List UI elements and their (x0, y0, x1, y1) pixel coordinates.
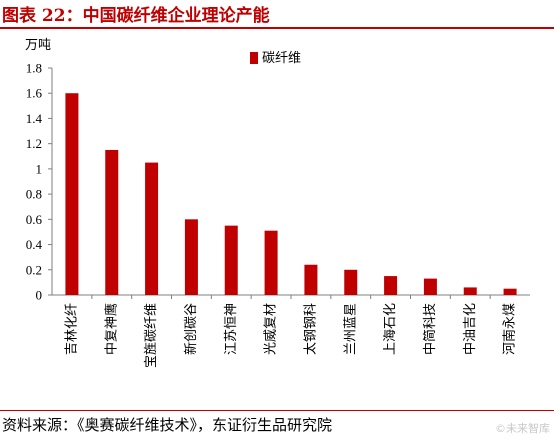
y-tick-label: 1.6 (26, 86, 43, 101)
y-tick-label: 0.8 (26, 187, 42, 202)
footer-divider (0, 410, 554, 411)
x-category-label: 新创碳谷 (183, 303, 199, 355)
bar-5 (224, 225, 238, 295)
bar-9 (384, 276, 398, 295)
x-category-label: 上海石化 (383, 303, 398, 355)
y-tick-label: 0.4 (26, 237, 43, 252)
bar-3 (145, 162, 159, 295)
bar-1 (65, 93, 79, 295)
legend-swatch (250, 52, 258, 64)
legend-label: 碳纤维 (262, 51, 301, 66)
y-tick-label: 0.6 (26, 212, 43, 227)
figure-header: 图表 22：中国碳纤维企业理论产能 (0, 0, 554, 29)
x-category-label: 兰州蓝星 (343, 303, 358, 355)
bar-4 (184, 219, 198, 295)
bar-chart: 万吨 0 0.2 0.4 0.6 0.8 1 1.2 1.4 1.6 1.8 吉林化纤 中复神鹰 宝旌碳纤… (25, 38, 530, 368)
source-note: 资料来源：《奥赛碳纤维技术》，东证衍生品研究院 (2, 416, 333, 434)
x-category-label: 河南永煤 (502, 303, 518, 355)
title-divider (0, 27, 554, 29)
y-tick-label: 1.4 (26, 111, 43, 126)
figure-title: 图表 22：中国碳纤维企业理论产能 (2, 6, 270, 26)
bar-6 (264, 230, 278, 295)
x-category-label: 吉林化纤 (64, 303, 79, 355)
x-category-label: 中油吉化 (463, 303, 478, 355)
x-category-label: 中简科技 (422, 303, 438, 355)
watermark: ©未来智库 (495, 422, 550, 435)
x-category-label: 宝旌碳纤维 (144, 303, 159, 368)
y-tick-label: 1.8 (26, 61, 42, 76)
x-category-label: 光威复材 (264, 303, 279, 355)
x-category-label: 江苏恒神 (223, 303, 239, 355)
bar-2 (105, 149, 119, 295)
bar-12 (503, 288, 517, 295)
bar-11 (463, 287, 477, 295)
bar-10 (423, 278, 437, 295)
bar-7 (304, 264, 318, 295)
y-tick-label: 1.2 (26, 136, 42, 151)
y-tick-label: 1 (36, 161, 43, 176)
y-tick-label: 0.2 (26, 262, 42, 277)
y-axis-unit-label: 万吨 (25, 38, 51, 53)
x-category-label: 中复神鹰 (103, 303, 119, 355)
x-category-label: 太钢钢科 (303, 303, 318, 355)
y-tick-label: 0 (36, 288, 43, 303)
bar-8 (344, 269, 358, 295)
